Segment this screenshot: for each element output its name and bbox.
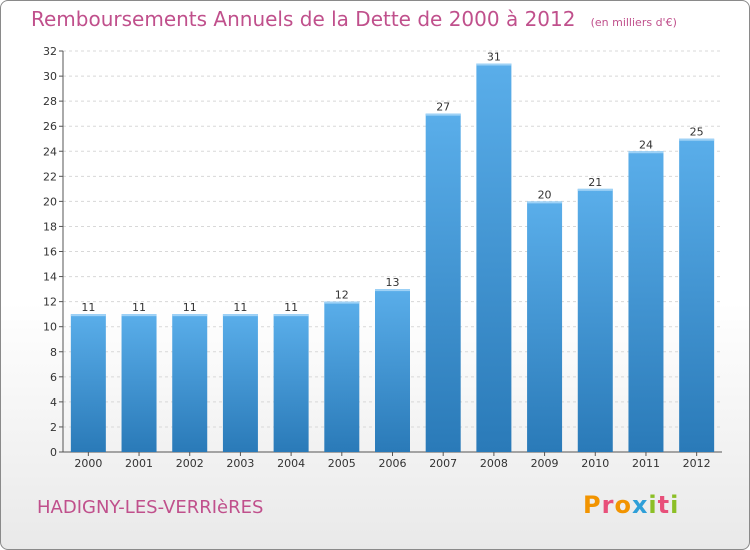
bar-top-highlight [273, 314, 309, 317]
x-tick-label: 2002 [176, 457, 204, 470]
x-tick-label: 2001 [125, 457, 153, 470]
y-tick-label: 28 [43, 95, 57, 108]
y-tick-label: 16 [43, 246, 57, 259]
x-tick-label: 2007 [429, 457, 457, 470]
chart-title: Remboursements Annuels de la Dette de 20… [31, 7, 576, 31]
commune-name: HADIGNY-LES-VERRIèRES [37, 497, 264, 518]
bar [324, 301, 360, 452]
bar-top-highlight [425, 113, 461, 116]
bar [527, 201, 563, 452]
data-label: 20 [538, 188, 552, 201]
data-label: 11 [132, 301, 146, 314]
bar-top-highlight [679, 138, 715, 141]
bar [628, 151, 664, 452]
logo-letter: r [601, 491, 615, 519]
bar [375, 289, 410, 452]
data-label: 11 [183, 301, 197, 314]
bar-top-highlight [70, 314, 106, 317]
bar [121, 314, 157, 452]
bar-top-highlight [375, 289, 410, 292]
data-label: 12 [335, 289, 349, 302]
bar-top-highlight [527, 201, 563, 204]
y-tick-label: 4 [50, 396, 57, 409]
data-label: 31 [487, 51, 501, 64]
x-tick-label: 2010 [581, 457, 609, 470]
data-label: 11 [284, 301, 298, 314]
x-tick-label: 2005 [328, 457, 356, 470]
data-label: 21 [588, 176, 602, 189]
logo-letter: o [614, 491, 632, 519]
bar [222, 314, 258, 452]
logo-letter: i [670, 491, 680, 519]
y-tick-label: 12 [43, 296, 57, 309]
data-label: 27 [436, 101, 450, 114]
bar [577, 188, 613, 452]
y-tick-label: 2 [50, 421, 57, 434]
y-tick-label: 30 [43, 70, 57, 83]
data-label: 11 [81, 301, 95, 314]
x-tick-label: 2006 [379, 457, 407, 470]
y-tick-label: 24 [43, 145, 57, 158]
y-tick-label: 32 [43, 45, 57, 58]
proxiti-logo[interactable]: Proxiti [583, 491, 679, 519]
logo-letter: i [648, 491, 658, 519]
y-tick-label: 6 [50, 371, 57, 384]
y-tick-label: 18 [43, 220, 57, 233]
bar-top-highlight [172, 314, 208, 317]
y-tick-label: 14 [43, 271, 57, 284]
bar-top-highlight [324, 301, 360, 304]
logo-letter: x [631, 491, 649, 519]
bar [172, 314, 208, 452]
bar [273, 314, 309, 452]
data-label: 24 [639, 138, 653, 151]
chart-subtitle: (en milliers d'€) [590, 16, 677, 29]
bar-top-highlight [577, 188, 613, 191]
y-tick-label: 8 [50, 346, 57, 359]
data-label: 25 [690, 126, 704, 139]
y-tick-label: 10 [43, 321, 57, 334]
x-tick-label: 2012 [683, 457, 711, 470]
logo-letter: t [657, 491, 671, 519]
x-tick-label: 2000 [74, 457, 102, 470]
y-tick-label: 0 [50, 446, 57, 459]
x-tick-label: 2009 [531, 457, 559, 470]
bar-top-highlight [121, 314, 157, 317]
bar [476, 63, 512, 452]
bar [679, 138, 715, 452]
x-tick-label: 2004 [277, 457, 305, 470]
y-tick-label: 26 [43, 120, 57, 133]
logo-letter: P [583, 491, 602, 519]
bar [425, 113, 461, 452]
title-row: Remboursements Annuels de la Dette de 20… [31, 7, 677, 31]
bar-top-highlight [628, 151, 664, 154]
bar-layer [70, 63, 715, 452]
y-tick-label: 22 [43, 170, 57, 183]
x-tick-label: 2003 [226, 457, 254, 470]
data-label: 13 [386, 276, 400, 289]
label-layer: 11 11 11 11 11 12 13 27 31 20 21 24 25 [81, 51, 703, 315]
bar-top-highlight [476, 63, 512, 66]
x-tick-label: 2008 [480, 457, 508, 470]
data-label: 11 [233, 301, 247, 314]
y-tick-label: 20 [43, 195, 57, 208]
x-tick-label: 2011 [632, 457, 660, 470]
bar [70, 314, 106, 452]
bar-top-highlight [222, 314, 258, 317]
